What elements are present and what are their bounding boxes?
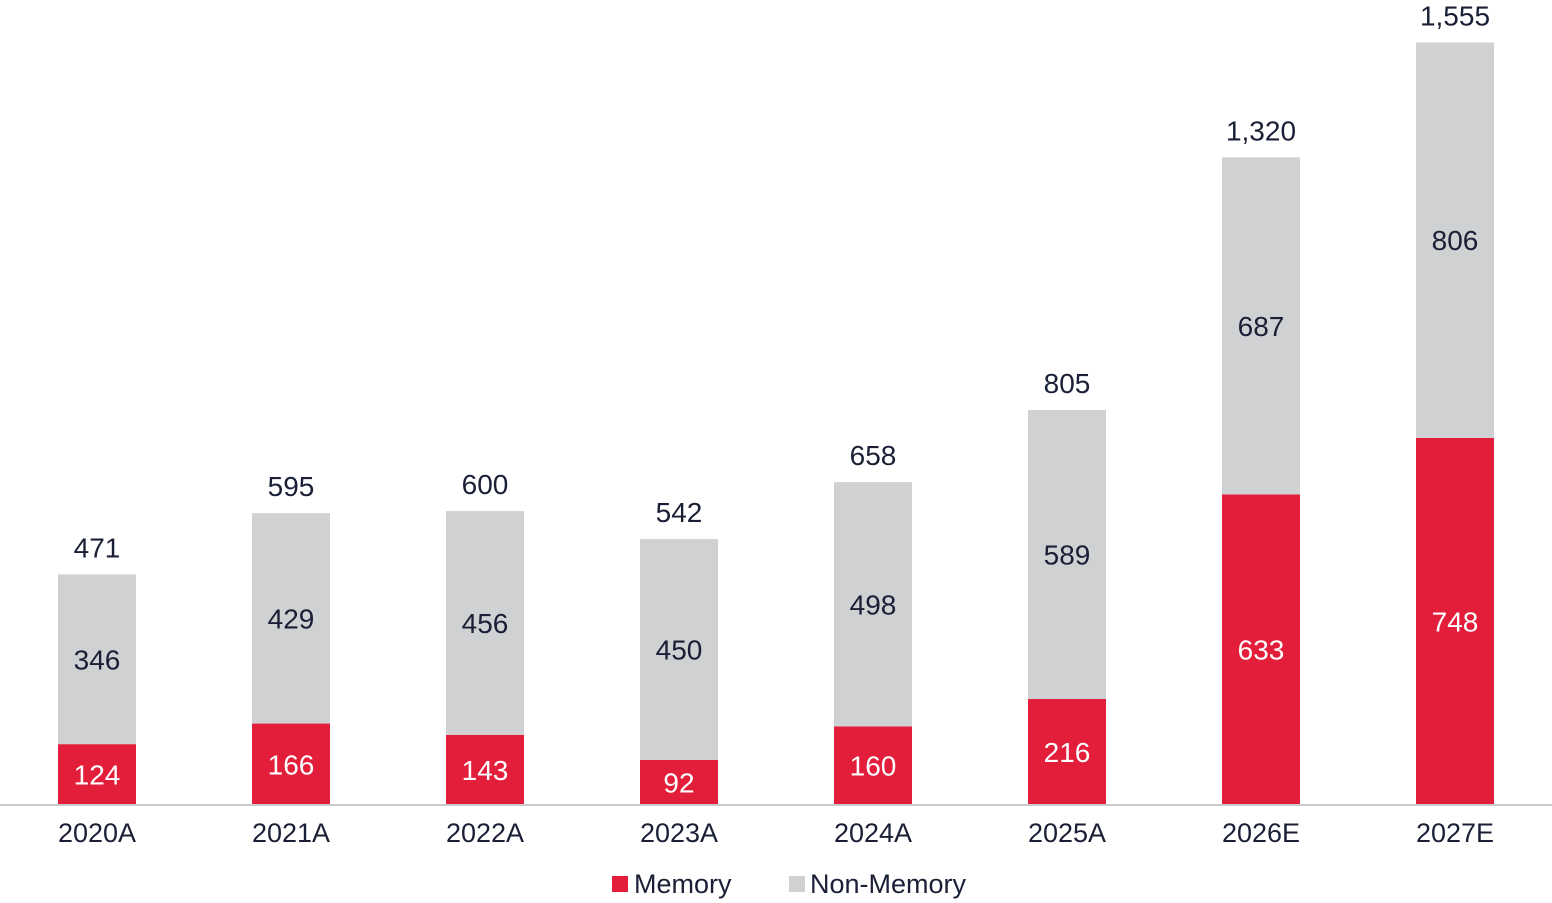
x-tick-label-2025a: 2025A [1028,818,1106,848]
bar-non-memory-2024a [834,482,912,727]
bar-memory-2021a [252,723,330,805]
bar-non-memory-2020a [58,574,136,745]
x-tick-label-2020a: 2020A [58,818,136,848]
x-tick-label-2021a: 2021A [252,818,330,848]
data-label-total-2023a: 542 [656,497,703,528]
legend: Memory Non-Memory [612,869,967,899]
data-label-non-memory-2023a: 450 [656,634,703,665]
x-tick-label-2024a: 2024A [834,818,912,848]
data-label-memory-2027e: 748 [1432,606,1479,637]
data-label-total-2026e: 1,320 [1226,115,1296,146]
legend-label-non-memory: Non-Memory [810,869,967,899]
data-label-memory-2022a: 143 [462,755,509,786]
legend-swatch-non-memory [789,876,805,892]
bar-non-memory-2025a [1028,410,1106,700]
bar-non-memory-2021a [252,513,330,724]
bar-memory-2022a [446,734,524,805]
bar-memory-2027e [1416,437,1494,805]
data-label-non-memory-2022a: 456 [462,608,509,639]
data-label-total-2020a: 471 [74,532,121,563]
bar-non-memory-2022a [446,511,524,735]
data-label-memory-2024a: 160 [850,751,897,782]
bar-memory-2025a [1028,699,1106,805]
data-label-total-2024a: 658 [850,440,897,471]
data-label-non-memory-2024a: 498 [850,589,897,620]
bars-group: 124 346 471 166 429 595 143 456 600 92 450 542 160 49… [58,0,1494,805]
data-label-non-memory-2026e: 687 [1238,311,1285,342]
data-label-total-2025a: 805 [1044,368,1091,399]
data-label-total-2027e: 1,555 [1420,0,1490,31]
data-label-memory-2025a: 216 [1044,737,1091,768]
data-label-non-memory-2021a: 429 [268,603,315,634]
data-label-total-2021a: 595 [268,471,315,502]
data-label-non-memory-2020a: 346 [74,644,121,675]
legend-label-memory: Memory [634,869,732,899]
data-label-memory-2020a: 124 [74,760,121,791]
legend-swatch-memory [612,876,628,892]
x-tick-label-2027e: 2027E [1416,818,1494,848]
data-label-memory-2026e: 633 [1238,635,1285,666]
bar-memory-2020a [58,744,136,805]
bar-non-memory-2027e [1416,42,1494,438]
bar-memory-2026e [1222,494,1300,805]
bar-memory-2023a [640,759,718,805]
bar-non-memory-2026e [1222,157,1300,495]
x-tick-label-2023a: 2023A [640,818,718,848]
data-label-memory-2021a: 166 [268,749,315,780]
x-axis-ticks: 2020A 2021A 2022A 2023A 2024A 2025A 2026E 2027E [58,818,1494,848]
data-label-total-2022a: 600 [462,469,509,500]
bar-memory-2024a [834,726,912,805]
bar-non-memory-2023a [640,539,718,760]
data-label-non-memory-2027e: 806 [1432,225,1479,256]
x-tick-label-2026e: 2026E [1222,818,1300,848]
x-tick-label-2022a: 2022A [446,818,524,848]
data-label-non-memory-2025a: 589 [1044,540,1091,571]
data-label-memory-2023a: 92 [663,767,694,798]
